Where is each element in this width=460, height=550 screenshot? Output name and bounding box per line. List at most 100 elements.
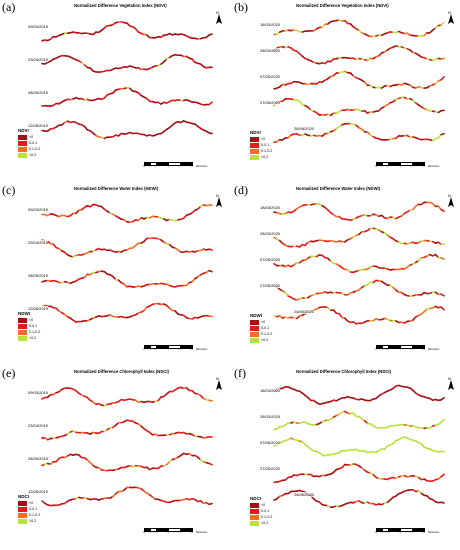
panel-title: Normalized Difference Water Index (NDWI) xyxy=(296,186,381,191)
map-panel: (f) Normalized Difference Chlorophyll Ind… xyxy=(232,366,460,548)
scale-bar: 0 1 2 4 6 8 Kilometers xyxy=(375,162,446,170)
scale-segment xyxy=(412,162,426,166)
river-strip xyxy=(273,122,445,144)
legend-item: 0.1-0.2 xyxy=(250,514,272,520)
map-panel: (e) Normalized Difference Chlorophyll Ind… xyxy=(0,366,228,548)
river-segment xyxy=(208,502,213,506)
legend-label: 0-0.1 xyxy=(29,141,38,145)
scale-tick-label: 2 xyxy=(155,348,157,351)
river-segment xyxy=(440,257,445,260)
scale-tick-label: 6 xyxy=(179,165,181,168)
legend-label: 0.1-0.2 xyxy=(29,513,41,517)
scale-segment xyxy=(180,345,194,349)
legend-label: >0.2 xyxy=(261,521,269,525)
date-label: 26/06/2020 xyxy=(294,126,315,131)
legend-item: 0-0.1 xyxy=(18,506,40,512)
panel-title: Normalized Difference Vegetation Index (… xyxy=(74,3,167,8)
river-segment xyxy=(208,248,213,251)
legend-swatch xyxy=(250,148,259,154)
legend-swatch xyxy=(250,325,259,331)
legend: NDWI <0 0-0.1 0.1-0.2 >0.2 xyxy=(250,313,272,343)
legend-swatch xyxy=(18,152,27,158)
legend-swatch xyxy=(18,323,27,329)
scale-tick-label: 6 xyxy=(179,348,181,351)
legend-item: 0-0.1 xyxy=(250,142,272,148)
scale-tick-label: 2 xyxy=(155,165,157,168)
scale-tick-label: 4 xyxy=(167,531,169,534)
scale-bar: 0 1 2 4 6 8 Kilometers xyxy=(143,528,214,536)
legend-swatch xyxy=(18,317,27,323)
legend-label: 0-0.1 xyxy=(261,143,270,147)
scale-segment xyxy=(180,528,194,532)
river-segment xyxy=(208,33,213,36)
legend-swatch xyxy=(18,500,27,506)
legend-swatch xyxy=(250,136,259,142)
scale-tick-label: 1 xyxy=(381,348,383,351)
legend-label: 0-0.1 xyxy=(261,509,270,513)
legend-swatch xyxy=(18,329,27,335)
date-label: 23/04/2019 xyxy=(28,423,49,428)
river-strip xyxy=(273,96,445,117)
legend-label: <0 xyxy=(261,503,266,507)
panel-letter: (a) xyxy=(2,0,16,14)
legend-swatch xyxy=(18,134,27,140)
river-strip xyxy=(41,87,213,107)
scale-unit: Kilometers xyxy=(428,348,440,351)
scale-unit: Kilometers xyxy=(196,531,208,534)
river-strip xyxy=(41,119,213,140)
river-segment xyxy=(208,269,213,273)
panel-title: Normalized Difference Vegetation Index (… xyxy=(296,3,389,8)
scale-segment xyxy=(412,345,426,349)
legend-item: 0.1-0.2 xyxy=(250,148,272,154)
panel-letter: (d) xyxy=(234,183,248,197)
date-label: 28/05/2019 xyxy=(28,90,49,95)
legend-title: NDVI xyxy=(18,128,29,133)
scale-tick-label: 0 xyxy=(143,165,145,168)
legend-swatch xyxy=(250,154,259,160)
scale-tick-label: 8 xyxy=(191,165,193,168)
legend-item: 0-0.1 xyxy=(250,325,272,331)
date-label: 28/05/2019 xyxy=(28,273,49,278)
date-label: 07/05/2020 xyxy=(260,74,281,79)
date-label: 27/05/2020 xyxy=(260,466,281,471)
scale-bar: 0 1 2 4 6 8 Kilometers xyxy=(143,345,214,353)
river-strip xyxy=(273,201,445,222)
panel-letter: (e) xyxy=(2,366,16,380)
date-label: 28/03/2020 xyxy=(260,414,281,419)
map-panel: (a) Normalized Difference Vegetation Inde… xyxy=(0,0,228,182)
scale-unit: Kilometers xyxy=(196,348,208,351)
north-arrow-icon: N xyxy=(214,193,224,209)
scale-tick-label: 0 xyxy=(375,165,377,168)
legend: NDCI <0 0-0.1 0.1-0.2 >0.2 xyxy=(250,496,272,526)
date-label: 18/03/2020 xyxy=(260,22,281,27)
legend-swatch xyxy=(250,514,259,520)
river-strip xyxy=(273,227,445,248)
river-strip xyxy=(273,70,445,90)
scale-tick-label: 0 xyxy=(143,348,145,351)
date-label: 28/03/2020 xyxy=(260,48,281,53)
scale-unit: Kilometers xyxy=(428,531,440,534)
legend-swatch xyxy=(18,335,27,341)
scale-tick-label: 0 xyxy=(375,531,377,534)
date-label: 12/06/2019 xyxy=(28,489,49,494)
legend-label: >0.2 xyxy=(29,336,37,340)
date-label: 28/03/2020 xyxy=(260,231,281,236)
date-label: 18/03/2020 xyxy=(260,388,281,393)
legend-item: <0 xyxy=(250,319,272,325)
legend-label: 0.1-0.2 xyxy=(261,332,273,336)
legend-label: <0 xyxy=(29,501,34,505)
legend-item: 0.1-0.2 xyxy=(18,329,40,335)
date-label: 09/03/2019 xyxy=(28,390,49,395)
river-strip xyxy=(273,44,445,65)
legend-label: >0.2 xyxy=(29,153,37,157)
legend-title: NDCI xyxy=(18,494,29,499)
legend-swatch xyxy=(250,142,259,148)
scale-tick-label: 8 xyxy=(423,165,425,168)
panel-letter: (b) xyxy=(234,0,248,14)
legend-item: 0.1-0.2 xyxy=(18,512,40,518)
scale-tick-label: 6 xyxy=(411,348,413,351)
scale-tick-label: 6 xyxy=(179,531,181,534)
date-label: 07/05/2020 xyxy=(260,257,281,262)
legend-swatch xyxy=(250,331,259,337)
scale-tick-label: 4 xyxy=(167,348,169,351)
